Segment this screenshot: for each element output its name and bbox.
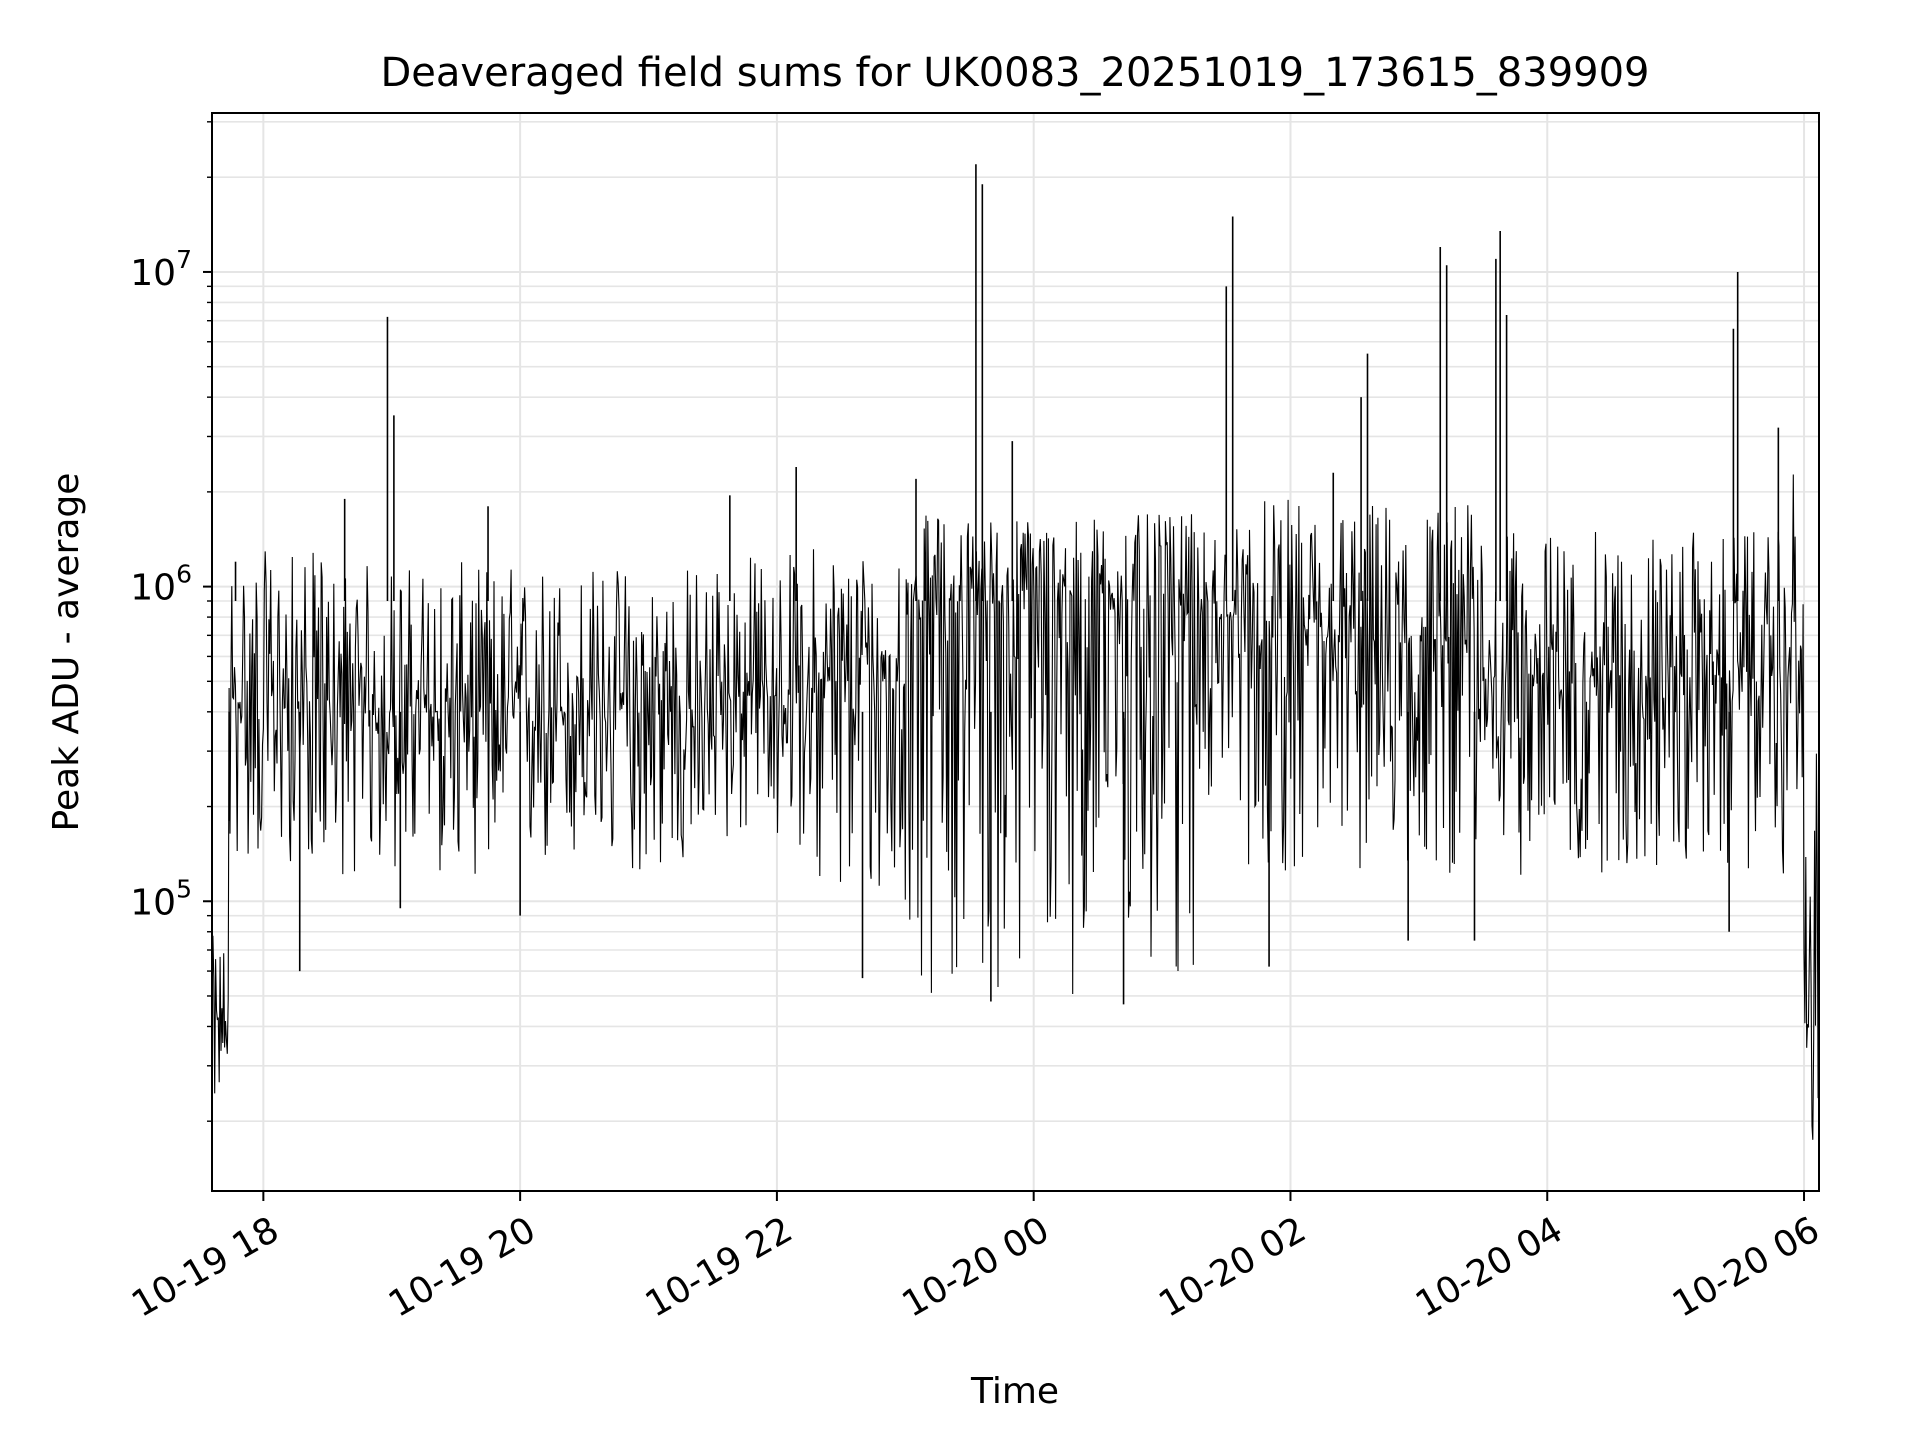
y-tick-label-base: 10	[130, 882, 176, 923]
y-tick-label: 106	[130, 560, 192, 609]
y-tick-label-exponent: 5	[176, 874, 192, 903]
axes-frame	[211, 112, 1820, 1192]
plot-area	[211, 164, 1819, 1140]
y-tick-label: 105	[130, 874, 192, 923]
y-tick-label: 107	[130, 245, 192, 294]
series-line	[211, 474, 1819, 1140]
x-axis-label: Time	[970, 1371, 1059, 1412]
y-tick-label-base: 10	[130, 568, 176, 609]
y-axis-label: Peak ADU - average	[46, 473, 87, 832]
y-tick-label-exponent: 7	[176, 245, 192, 274]
y-tick-label-exponent: 6	[176, 560, 192, 589]
y-tick-label-base: 10	[130, 253, 176, 294]
chart-title: Deaveraged field sums for UK0083_2025101…	[380, 50, 1649, 96]
